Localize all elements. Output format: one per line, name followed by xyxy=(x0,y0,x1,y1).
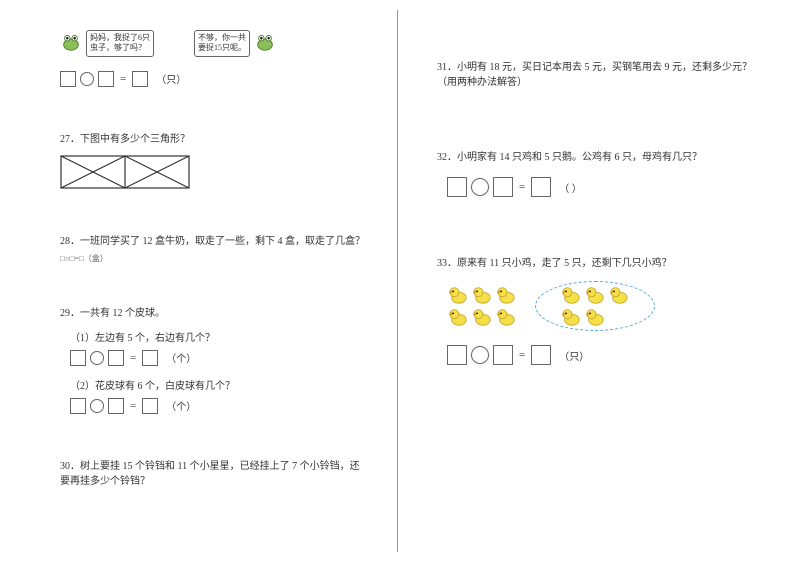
chick-icon xyxy=(584,285,606,305)
operator-circle[interactable] xyxy=(90,351,104,365)
q29-sub2: （2）花皮球有 6 个，白皮球有几个？ xyxy=(70,377,367,392)
input-box[interactable] xyxy=(531,345,551,365)
chick-icon xyxy=(447,307,469,327)
frog-icon xyxy=(254,30,276,52)
input-box[interactable] xyxy=(142,398,158,414)
frog-pair-left: 妈妈，我捉了6只 虫子，够了吗？ xyxy=(60,30,154,57)
unit-label: （只） xyxy=(156,71,186,86)
frog-pair-right: 不够，你一共 要捉15只呢。 xyxy=(194,30,276,57)
speech-bubble-2: 不够，你一共 要捉15只呢。 xyxy=(194,30,250,57)
input-box[interactable] xyxy=(142,350,158,366)
bubble1-line2: 虫子，够了吗？ xyxy=(90,43,146,52)
chick-icon xyxy=(584,307,606,327)
problem-frog: 妈妈，我捉了6只 虫子，够了吗？ 不够，你一共 要捉15只呢。 xyxy=(60,30,367,90)
input-box[interactable] xyxy=(108,398,124,414)
equation-boxes: = （个） xyxy=(70,398,196,414)
problem-32: 32．小明家有 14 只鸡和 5 只鹅。公鸡有 6 只，母鸡有几只？ = （ ） xyxy=(437,150,764,200)
input-box[interactable] xyxy=(60,71,76,87)
chick-icon xyxy=(447,285,469,305)
equation-boxes: = （只） xyxy=(447,345,589,365)
q33-text: 33．原来有 11 只小鸡，走了 5 只，还剩下几只小鸡？ xyxy=(437,256,764,271)
page: 妈妈，我捉了6只 虫子，够了吗？ 不够，你一共 要捉15只呢。 xyxy=(0,0,794,562)
unit-label: （只） xyxy=(559,348,589,363)
q30-text: 30．树上要挂 15 个铃铛和 11 个小星星，已经挂上了 7 个小铃铛，还要再… xyxy=(60,459,367,489)
chick-icon xyxy=(495,307,517,327)
q27-text: 27．下图中有多少个三角形？ xyxy=(60,132,367,147)
problem-29: 29．一共有 12 个皮球。 （1）左边有 5 个，右边有几个？ = （个） （… xyxy=(60,306,367,417)
q31-text: 31．小明有 18 元，买日记本用去 5 元，买钢笔用去 9 元，还剩多少元？（… xyxy=(437,60,764,90)
chick-oval-group xyxy=(535,281,655,331)
problem-28: 28．一班同学买了 12 盒牛奶，取走了一些，剩下 4 盒，取走了几盒？ □○□… xyxy=(60,234,367,264)
triangle-figure xyxy=(60,155,190,189)
chick-icon xyxy=(560,285,582,305)
input-box[interactable] xyxy=(447,177,467,197)
speech-bubble-1: 妈妈，我捉了6只 虫子，够了吗？ xyxy=(86,30,154,57)
input-box[interactable] xyxy=(132,71,148,87)
unit-label: （ ） xyxy=(559,180,582,195)
problem-30: 30．树上要挂 15 个铃铛和 11 个小星星，已经挂上了 7 个小铃铛，还要再… xyxy=(60,459,367,489)
input-box[interactable] xyxy=(493,177,513,197)
input-box[interactable] xyxy=(108,350,124,366)
operator-circle[interactable] xyxy=(471,346,489,364)
chick-illustration xyxy=(447,281,764,331)
equals-sign: = xyxy=(517,349,527,361)
bubble1-line1: 妈妈，我捉了6只 xyxy=(90,33,150,42)
q32-text: 32．小明家有 14 只鸡和 5 只鹅。公鸡有 6 只，母鸡有几只？ xyxy=(437,150,764,165)
input-box[interactable] xyxy=(447,345,467,365)
equals-sign: = xyxy=(128,352,138,364)
unit-label: （个） xyxy=(166,398,196,413)
frog-icon xyxy=(60,30,82,52)
equation-boxes: = （只） xyxy=(60,71,186,87)
problem-33: 33．原来有 11 只小鸡，走了 5 只，还剩下几只小鸡？ xyxy=(437,256,764,368)
equals-sign: = xyxy=(517,181,527,193)
operator-circle[interactable] xyxy=(471,178,489,196)
input-box[interactable] xyxy=(531,177,551,197)
bubble2-line1: 不够，你一共 xyxy=(198,33,246,42)
equals-sign: = xyxy=(128,400,138,412)
input-box[interactable] xyxy=(98,71,114,87)
right-column: 31．小明有 18 元，买日记本用去 5 元，买钢笔用去 9 元，还剩多少元？（… xyxy=(397,0,794,562)
chick-icon xyxy=(560,307,582,327)
chick-icon xyxy=(495,285,517,305)
operator-circle[interactable] xyxy=(80,72,94,86)
equation-boxes: = （ ） xyxy=(447,177,582,197)
chick-icon xyxy=(608,285,630,305)
unit-label: （个） xyxy=(166,350,196,365)
operator-circle[interactable] xyxy=(90,399,104,413)
left-column: 妈妈，我捉了6只 虫子，够了吗？ 不够，你一共 要捉15只呢。 xyxy=(0,0,397,562)
bubble2-line2: 要捉15只呢。 xyxy=(198,43,246,52)
frog-row: 妈妈，我捉了6只 虫子，够了吗？ 不够，你一共 要捉15只呢。 xyxy=(60,30,367,57)
chick-icon xyxy=(471,307,493,327)
chick-icon xyxy=(471,285,493,305)
input-box[interactable] xyxy=(70,398,86,414)
chick-oval-inner xyxy=(560,285,630,327)
input-box[interactable] xyxy=(70,350,86,366)
chick-grid-left xyxy=(447,285,517,327)
q28-text: 28．一班同学买了 12 盒牛奶，取走了一些，剩下 4 盒，取走了几盒？ xyxy=(60,234,367,249)
q28-tiny: □○□=□（盒） xyxy=(60,253,367,264)
input-box[interactable] xyxy=(493,345,513,365)
problem-31: 31．小明有 18 元，买日记本用去 5 元，买钢笔用去 9 元，还剩多少元？（… xyxy=(437,60,764,90)
q29-sub1: （1）左边有 5 个，右边有几个？ xyxy=(70,329,367,344)
problem-27: 27．下图中有多少个三角形？ xyxy=(60,132,367,192)
equals-sign: = xyxy=(118,73,128,85)
q29-text: 29．一共有 12 个皮球。 xyxy=(60,306,367,321)
equation-boxes: = （个） xyxy=(70,350,196,366)
